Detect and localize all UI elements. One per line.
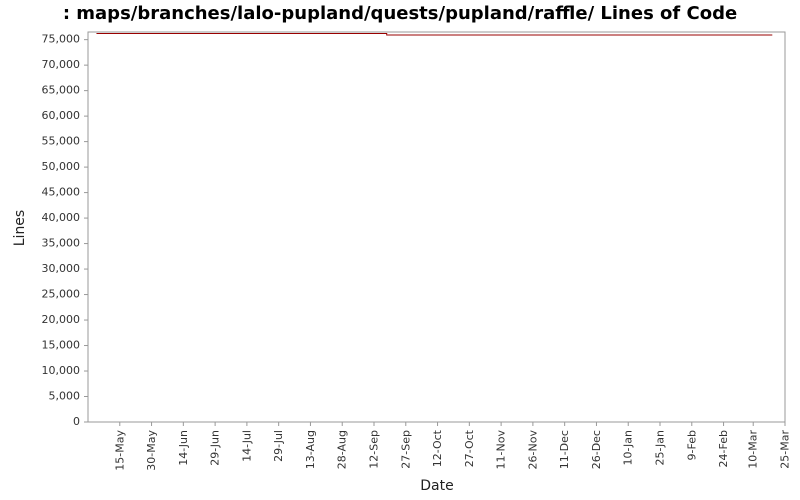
x-tick-label: 26-Nov (526, 430, 539, 470)
x-tick-label: 29-Jul (272, 430, 285, 462)
y-tick-label: 60,000 (42, 109, 81, 122)
y-tick-label: 15,000 (42, 339, 81, 352)
y-axis-label: Lines (12, 210, 28, 246)
plot-area (87, 31, 786, 423)
x-tick-label: 25-Mar (779, 430, 792, 469)
x-tick-label: 10-Mar (747, 430, 760, 469)
y-tick-label: 30,000 (42, 262, 81, 275)
y-tick-label: 40,000 (42, 211, 81, 224)
x-tick-label: 26-Dec (590, 430, 603, 469)
x-tick-label: 29-Jun (209, 430, 222, 466)
x-tick-label: 25-Jan (654, 430, 667, 466)
y-tick-label: 20,000 (42, 313, 81, 326)
x-tick-label: 14-Jul (240, 430, 253, 462)
y-tick-label: 55,000 (42, 135, 81, 148)
x-tick-label: 12-Sep (368, 430, 381, 469)
x-tick-label: 14-Jun (177, 430, 190, 466)
data-line (96, 33, 773, 36)
y-tick-label: 50,000 (42, 160, 81, 173)
y-tick-label: 65,000 (42, 84, 81, 97)
x-tick-label: 11-Nov (495, 430, 508, 470)
y-tick-label: 45,000 (42, 186, 81, 199)
x-tick-label: 28-Aug (336, 430, 349, 469)
x-tick-label: 15-May (113, 430, 126, 471)
y-tick-label: 0 (73, 415, 80, 428)
x-tick-label: 27-Sep (399, 430, 412, 469)
x-tick-label: 12-Oct (431, 429, 444, 467)
x-axis-label: Date (420, 478, 453, 494)
x-tick-label: 27-Oct (463, 429, 476, 467)
y-tick-label: 25,000 (42, 288, 81, 301)
x-tick-label: 11-Dec (558, 430, 571, 469)
x-tick-label: 30-May (145, 430, 158, 471)
y-tick-label: 35,000 (42, 237, 81, 250)
y-tick-label: 5,000 (49, 390, 81, 403)
y-tick-label: 75,000 (42, 33, 81, 46)
x-tick-label: 9-Feb (685, 430, 698, 460)
chart-title: : maps/branches/lalo-pupland/quests/pupl… (63, 3, 737, 24)
y-tick-label: 70,000 (42, 58, 81, 71)
y-tick-label: 10,000 (42, 364, 81, 377)
x-tick-label: 24-Feb (717, 430, 730, 467)
x-tick-label: 10-Jan (622, 430, 635, 466)
x-tick-label: 13-Aug (304, 430, 317, 469)
